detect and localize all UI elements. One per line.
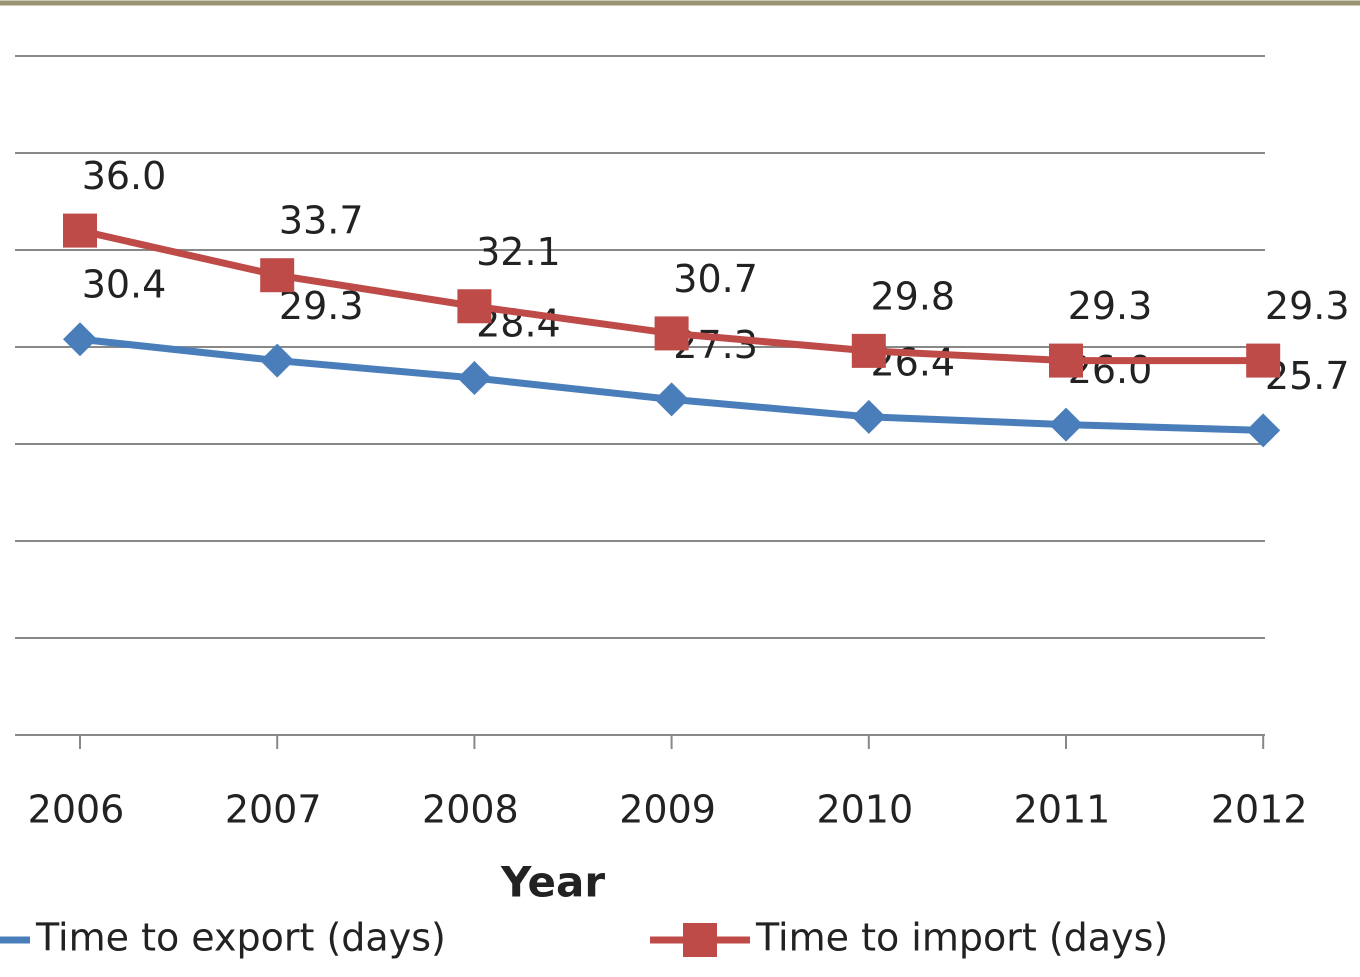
data-label: 30.7	[673, 257, 758, 301]
x-tick-label: 2011	[1014, 788, 1111, 832]
data-label: 29.3	[1068, 284, 1153, 328]
marker	[63, 213, 97, 248]
x-tick-label: 2009	[619, 788, 716, 832]
marker	[654, 382, 689, 417]
data-label: 29.3	[1265, 284, 1350, 328]
data-label: 36.0	[82, 154, 167, 198]
marker	[260, 343, 295, 378]
marker	[1246, 343, 1281, 378]
marker	[851, 333, 886, 368]
data-label: 32.1	[476, 230, 561, 274]
data-label: 33.7	[279, 199, 364, 243]
marker	[1049, 343, 1083, 378]
marker	[260, 258, 295, 293]
x-axis-title: Year	[500, 858, 605, 907]
x-tick-label: 2012	[1211, 788, 1308, 832]
marker	[457, 289, 492, 324]
x-tick-label: 2007	[225, 788, 322, 832]
marker	[1246, 413, 1281, 448]
legend-label: Time to import (days)	[755, 916, 1168, 960]
data-label: 29.8	[870, 274, 955, 318]
x-tick-label: 2008	[422, 788, 519, 832]
marker	[851, 399, 886, 434]
marker	[1049, 407, 1083, 442]
x-tick-label: 2006	[28, 788, 125, 832]
x-tick-label: 2010	[816, 788, 913, 832]
marker	[457, 361, 492, 396]
legend-label: Time to export (days)	[35, 916, 446, 960]
marker	[654, 316, 689, 351]
legend-marker	[683, 923, 717, 957]
marker	[63, 322, 97, 357]
data-label: 30.4	[82, 263, 167, 307]
